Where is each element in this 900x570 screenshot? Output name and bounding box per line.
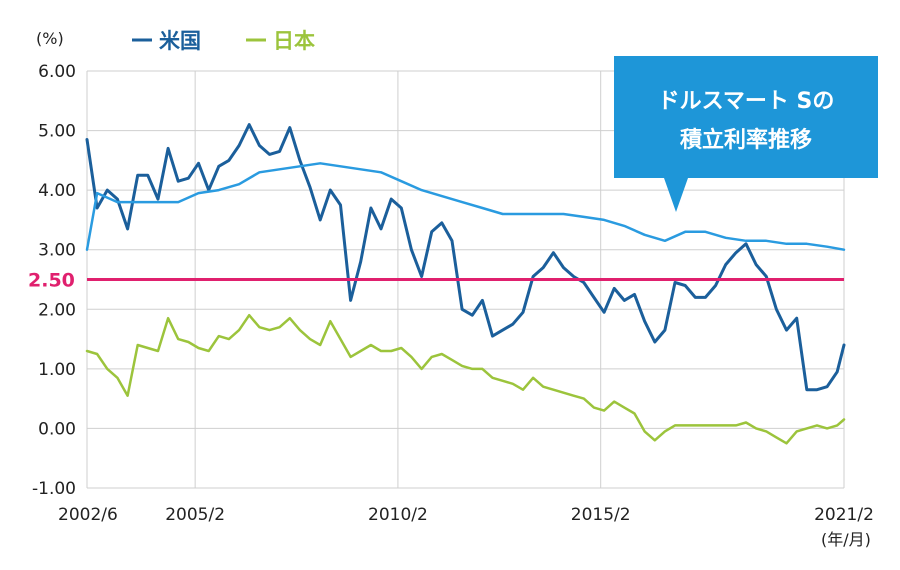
y-tick-label: 0.00 <box>38 419 76 439</box>
series-line-us <box>85 123 846 392</box>
x-tick-label: 2010/2 <box>368 505 428 525</box>
x-tick-label: 2015/2 <box>571 505 631 525</box>
x-axis: 2002/6 2005/2 2010/2 2015/2 2021/2 <box>58 505 874 525</box>
callout-box <box>614 56 878 212</box>
reference-line-group: 2.50 <box>28 270 844 292</box>
x-tick-label: 2021/2 <box>814 505 874 525</box>
y-tick-label: 2.00 <box>38 300 76 320</box>
callout-line-1: ドルスマート Sの <box>658 89 835 114</box>
series-line-us-dollar-smart <box>85 162 846 251</box>
reference-line-label: 2.50 <box>28 270 75 292</box>
y-tick-label: 1.00 <box>38 360 76 380</box>
legend-item-japan: 日本 <box>246 29 315 53</box>
y-axis: 6.00 5.00 4.00 3.00 2.00 1.00 0.00 -1.00 <box>32 62 76 499</box>
y-tick-label: 3.00 <box>38 241 76 261</box>
y-tick-label: -1.00 <box>32 479 76 499</box>
x-tick-label: 2005/2 <box>165 505 225 525</box>
callout-line-2: 積立利率推移 <box>680 127 812 153</box>
series-lines <box>85 123 846 445</box>
unit-label: (%) <box>36 29 64 48</box>
legend-label-us: 米国 <box>159 29 201 53</box>
y-tick-label: 6.00 <box>38 62 76 82</box>
y-tick-label: 4.00 <box>38 181 76 201</box>
series-line-japan <box>85 313 846 445</box>
legend-item-us: 米国 <box>132 29 201 53</box>
legend: 米国 日本 <box>132 29 315 53</box>
callout: ドルスマート Sの 積立利率推移 <box>614 56 878 212</box>
legend-label-japan: 日本 <box>273 29 315 53</box>
x-unit-label: (年/月) <box>821 530 871 549</box>
x-tick-label: 2002/6 <box>58 505 118 525</box>
y-tick-label: 5.00 <box>38 122 76 142</box>
